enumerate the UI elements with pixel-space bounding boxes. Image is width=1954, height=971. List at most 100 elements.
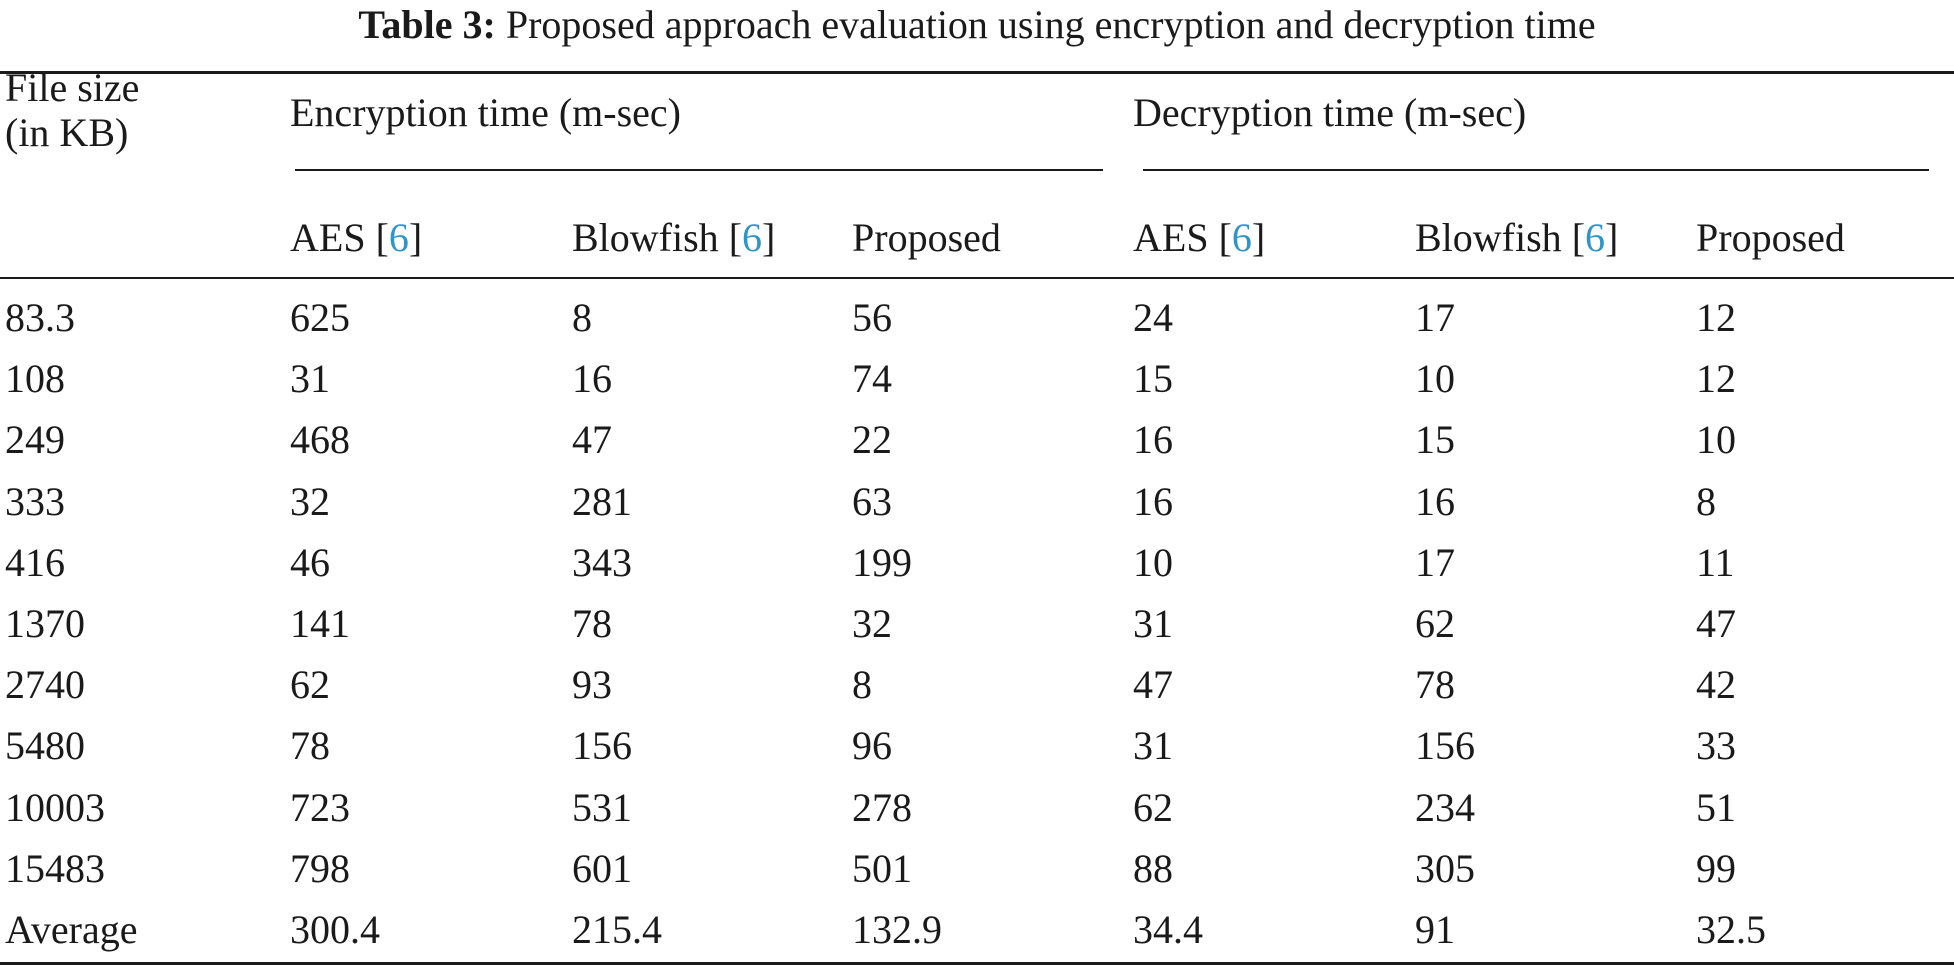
header-dec-aes: AES [6] <box>1133 215 1266 260</box>
cell-enc-proposed: 8 <box>852 662 872 708</box>
caption-text: Proposed approach evaluation using encry… <box>505 2 1596 47</box>
cell-enc-aes: 723 <box>290 784 350 830</box>
table-row: 1370 141 78 32 31 62 47 <box>0 601 1954 661</box>
cell-enc-proposed: 96 <box>852 723 892 769</box>
cell-dec-aes: 10 <box>1133 539 1173 585</box>
cell-dec-aes: 16 <box>1133 417 1173 463</box>
cell-file-size: 5480 <box>5 723 85 769</box>
cell-dec-blowfish: 15 <box>1415 417 1455 463</box>
cell-dec-proposed: 51 <box>1696 784 1736 830</box>
cell-enc-proposed: 56 <box>852 295 892 340</box>
header-enc-proposed: Proposed <box>852 215 1001 260</box>
cell-dec-blowfish: 91 <box>1415 907 1455 952</box>
header-dec-proposed: Proposed <box>1696 215 1845 260</box>
table-row: 249 468 47 22 16 15 10 <box>0 417 1954 477</box>
cell-dec-blowfish: 234 <box>1415 784 1475 830</box>
cell-file-size: 1370 <box>5 601 85 646</box>
cell-dec-proposed: 47 <box>1696 601 1736 646</box>
cell-dec-aes: 88 <box>1133 845 1173 891</box>
bottom-rule <box>0 962 1954 965</box>
encryption-group-rule <box>295 169 1103 171</box>
cell-dec-aes: 62 <box>1133 784 1173 830</box>
cell-file-size: 10003 <box>5 784 105 830</box>
table-row: 15483 798 601 501 88 305 99 <box>0 846 1954 906</box>
cell-enc-blowfish: 93 <box>572 662 612 708</box>
cell-enc-proposed: 278 <box>852 784 912 830</box>
table-row-average: Average 300.4 215.4 132.9 34.4 91 32.5 <box>0 907 1954 967</box>
cell-dec-aes: 31 <box>1133 601 1173 646</box>
cell-dec-blowfish: 78 <box>1415 662 1455 708</box>
cell-file-size: 15483 <box>5 845 105 891</box>
cell-dec-blowfish: 305 <box>1415 845 1475 891</box>
cell-enc-proposed: 74 <box>852 356 892 402</box>
cell-file-size: 333 <box>5 478 65 524</box>
cell-dec-proposed: 10 <box>1696 417 1736 463</box>
cell-enc-blowfish: 16 <box>572 356 612 402</box>
cell-enc-aes: 798 <box>290 845 350 891</box>
table-row: 83.3 625 8 56 24 17 12 <box>0 295 1954 355</box>
cell-enc-proposed: 63 <box>852 478 892 524</box>
cell-enc-blowfish: 601 <box>572 845 632 891</box>
table-row: 416 46 343 199 10 17 11 <box>0 540 1954 600</box>
header-file-size: File size <box>5 65 140 110</box>
cell-enc-proposed: 22 <box>852 417 892 463</box>
cell-dec-blowfish: 10 <box>1415 356 1455 402</box>
cell-enc-proposed: 501 <box>852 845 912 891</box>
citation-link[interactable]: 6 <box>1585 215 1606 260</box>
cell-dec-aes: 34.4 <box>1133 907 1203 952</box>
table-row: 333 32 281 63 16 16 8 <box>0 479 1954 539</box>
cell-enc-blowfish: 156 <box>572 723 632 769</box>
header-group-encryption: Encryption time (m-sec) <box>290 90 681 135</box>
header-enc-blowfish: Blowfish [6] <box>572 215 776 260</box>
table-row: 2740 62 93 8 47 78 42 <box>0 662 1954 722</box>
cell-enc-aes: 62 <box>290 662 330 708</box>
cell-file-size: 108 <box>5 356 65 402</box>
table-row: 5480 78 156 96 31 156 33 <box>0 723 1954 783</box>
cell-dec-aes: 24 <box>1133 295 1173 340</box>
cell-enc-aes: 46 <box>290 539 330 585</box>
citation-link[interactable]: 6 <box>1231 215 1252 260</box>
cell-dec-proposed: 11 <box>1696 539 1735 585</box>
cell-enc-aes: 31 <box>290 356 330 402</box>
cell-dec-aes: 16 <box>1133 478 1173 524</box>
cell-enc-proposed: 199 <box>852 539 912 585</box>
cell-enc-blowfish: 78 <box>572 601 612 646</box>
cell-enc-blowfish: 281 <box>572 478 632 524</box>
cell-dec-proposed: 12 <box>1696 356 1736 402</box>
cell-dec-blowfish: 17 <box>1415 295 1455 340</box>
cell-enc-aes: 78 <box>290 723 330 769</box>
cell-dec-aes: 31 <box>1133 723 1173 769</box>
header-dec-blowfish: Blowfish [6] <box>1415 215 1619 260</box>
cell-dec-blowfish: 16 <box>1415 478 1455 524</box>
caption-label: Table 3: <box>358 2 496 47</box>
top-rule <box>0 71 1954 74</box>
cell-dec-proposed: 99 <box>1696 845 1736 891</box>
cell-file-size: 83.3 <box>5 295 75 340</box>
cell-dec-proposed: 32.5 <box>1696 907 1766 952</box>
cell-dec-aes: 47 <box>1133 662 1173 708</box>
cell-enc-aes: 300.4 <box>290 907 380 952</box>
cell-dec-blowfish: 156 <box>1415 723 1475 769</box>
cell-dec-proposed: 8 <box>1696 478 1716 524</box>
header-file-size-unit: (in KB) <box>5 110 129 155</box>
cell-enc-aes: 141 <box>290 601 350 646</box>
cell-dec-proposed: 42 <box>1696 662 1736 708</box>
cell-file-size: Average <box>5 907 138 952</box>
cell-file-size: 2740 <box>5 662 85 708</box>
cell-enc-proposed: 132.9 <box>852 907 942 952</box>
table-row: 108 31 16 74 15 10 12 <box>0 356 1954 416</box>
cell-dec-blowfish: 17 <box>1415 539 1455 585</box>
citation-link[interactable]: 6 <box>742 215 763 260</box>
cell-dec-blowfish: 62 <box>1415 601 1455 646</box>
cell-dec-proposed: 12 <box>1696 295 1736 340</box>
cell-dec-proposed: 33 <box>1696 723 1736 769</box>
cell-file-size: 416 <box>5 539 65 585</box>
cell-enc-blowfish: 343 <box>572 539 632 585</box>
cell-enc-proposed: 32 <box>852 601 892 646</box>
citation-link[interactable]: 6 <box>388 215 409 260</box>
header-rule <box>0 277 1954 279</box>
header-enc-aes: AES [6] <box>290 215 423 260</box>
decryption-group-rule <box>1143 169 1929 171</box>
cell-dec-aes: 15 <box>1133 356 1173 402</box>
cell-enc-aes: 32 <box>290 478 330 524</box>
